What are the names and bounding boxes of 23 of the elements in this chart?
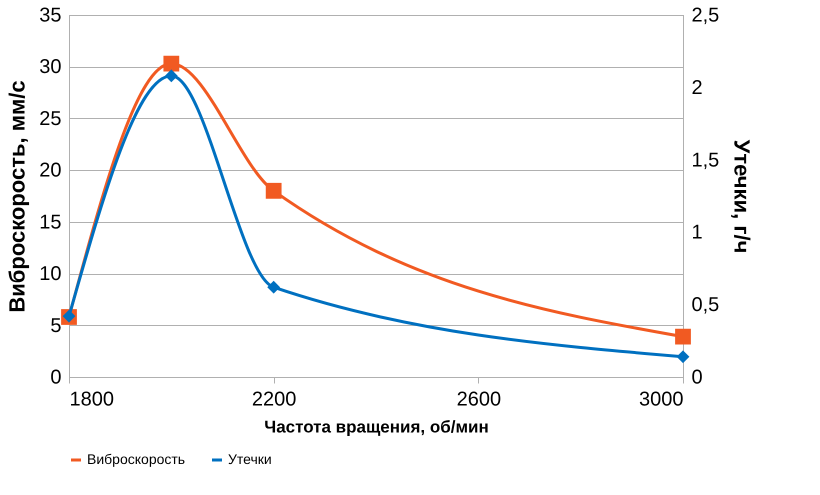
- x-tick-label: 2200: [252, 388, 296, 410]
- y-tick-label: 35: [39, 4, 62, 26]
- x-axis-title: Частота вращения, об/мин: [264, 418, 489, 436]
- y-tick-label: 10: [39, 263, 62, 286]
- x-tick-label: 3000: [639, 388, 684, 410]
- legend-label: Виброскорость: [87, 451, 186, 467]
- y-tick-label: 0: [50, 366, 62, 388]
- y-tick-label: 20: [39, 160, 62, 182]
- x-tick-label: 2600: [456, 388, 502, 410]
- y-tick-label: 25: [39, 108, 62, 130]
- y2-tick-label: 1,5: [692, 149, 720, 172]
- y2-tick-label: 0,5: [692, 294, 720, 316]
- x-tick-label: 1800: [70, 388, 114, 410]
- y-tick-label: 5: [50, 314, 62, 337]
- y-axis-title: Виброскорость, мм/с: [4, 80, 30, 313]
- y2-axis-title: Утечки, г/ч: [729, 140, 754, 254]
- y-tick-label: 30: [39, 56, 62, 78]
- legend-label: Утечки: [228, 451, 272, 467]
- y-tick-label: 15: [39, 211, 62, 234]
- y2-tick-label: 0: [692, 366, 703, 388]
- y2-tick-label: 1: [692, 222, 703, 244]
- y2-tick-label: 2: [692, 76, 703, 99]
- y2-tick-label: 2,5: [692, 4, 720, 26]
